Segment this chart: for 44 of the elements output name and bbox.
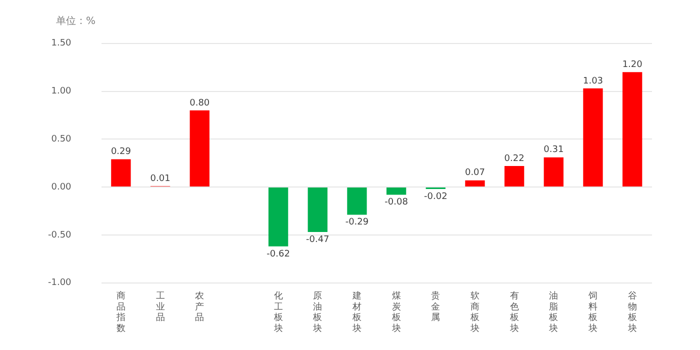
x-tick-label: 化工板块 [272, 290, 283, 334]
bar [465, 180, 485, 187]
x-tick-label: 建材板块 [351, 290, 362, 334]
y-tick-label: 1.50 [51, 38, 72, 49]
data-label: 0.29 [110, 147, 132, 158]
x-tick-label: 有色板块 [508, 290, 519, 334]
x-tick-label: 软商板块 [469, 290, 480, 334]
data-label: -0.47 [306, 234, 330, 245]
bar [622, 72, 642, 187]
x-tick-label: 煤炭板块 [390, 290, 401, 334]
data-label: 0.07 [464, 168, 486, 178]
data-label: 0.31 [544, 145, 564, 156]
x-tick-label: 油脂板块 [548, 290, 558, 334]
y-tick-label: 1.00 [51, 86, 72, 97]
bar [111, 159, 131, 187]
bar [308, 188, 328, 232]
y-tick-label: 0.00 [51, 182, 72, 192]
bar [386, 188, 406, 195]
x-tick-label: 工业品 [156, 292, 165, 324]
data-label: 0.80 [190, 98, 210, 108]
bar [347, 188, 367, 215]
bar [190, 110, 210, 187]
bar [268, 188, 288, 246]
bar [544, 157, 564, 187]
bar [504, 166, 524, 187]
data-label: -0.08 [384, 198, 408, 208]
data-label: 0.22 [504, 154, 524, 164]
data-label: -0.02 [424, 192, 448, 202]
x-tick-label: 饲料板块 [587, 290, 598, 334]
data-label: 0.01 [150, 174, 170, 184]
data-label: -0.29 [345, 218, 369, 228]
data-label: 1.20 [622, 60, 643, 70]
x-tick-label: 谷物板块 [626, 290, 637, 334]
x-tick-label: 农产品 [195, 290, 204, 324]
y-tick-label: -0.50 [48, 230, 72, 240]
x-tick-label: 原油板块 [312, 292, 322, 334]
x-tick-label: 贵金属 [431, 290, 440, 324]
y-axis-title: 单位：% [56, 14, 96, 28]
data-label: 1.03 [582, 76, 604, 86]
x-tick-label: 商品指数 [115, 290, 126, 334]
bar [583, 88, 603, 187]
y-tick-label: -1.00 [48, 278, 72, 288]
y-tick-label: 0.50 [51, 134, 72, 145]
data-label: -0.62 [266, 249, 290, 260]
